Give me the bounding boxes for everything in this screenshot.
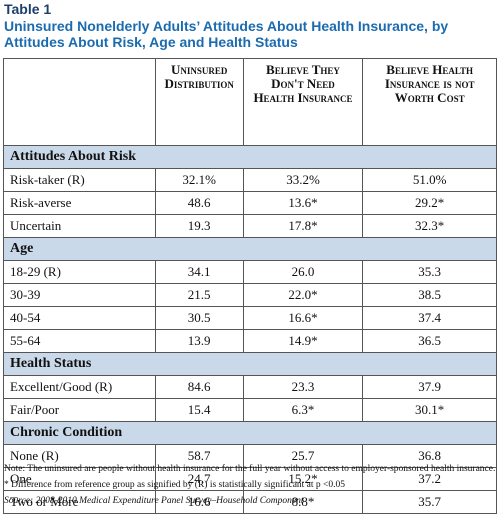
value-cell: 6.3* <box>242 398 364 422</box>
note: * Difference from reference group as sig… <box>4 480 346 490</box>
value-cell: 84.6 <box>154 375 244 399</box>
value-cell: 35.3 <box>362 260 497 284</box>
header-row: Uninsured Distribution Believe They Don't… <box>3 58 497 146</box>
value-cell: 19.3 <box>154 214 244 238</box>
section-title: Health Status <box>3 352 497 376</box>
value-cell: 15.2* <box>242 467 364 491</box>
value-cell: 37.9 <box>362 375 497 399</box>
data-row: 55-64 13.9 14.9* 36.5 <box>3 329 497 353</box>
value-cell: 34.1 <box>154 260 244 284</box>
row-label: Risk-averse <box>3 191 156 215</box>
data-row: 18-29 (R) 34.1 26.0 35.3 <box>3 260 497 284</box>
value-cell: 32.3* <box>362 214 497 238</box>
value-cell: 58.7 <box>154 444 244 468</box>
value-cell: 15.4 <box>154 398 244 422</box>
section-title: Attitudes About Risk <box>3 145 497 169</box>
value-cell: 30.1* <box>362 398 497 422</box>
row-label: Fair/Poor <box>3 398 156 422</box>
value-cell: 13.6* <box>242 191 364 215</box>
data-row: Risk-averse 48.6 13.6* 29.2* <box>3 191 497 215</box>
notes: Note: The uninsured are people without h… <box>4 461 498 509</box>
row-label: Excellent/Good (R) <box>3 375 156 399</box>
header-cell: Uninsured Distribution <box>154 58 244 146</box>
value-cell: 48.6 <box>154 191 244 215</box>
value-cell: 30.5 <box>154 306 244 330</box>
value-cell: 51.0% <box>362 168 497 192</box>
data-row: Risk-taker (R) 32.1% 33.2% 51.0% <box>3 168 497 192</box>
table-body: Attitudes About Risk Risk-taker (R) 32.1% 3… <box>3 145 497 514</box>
table-title: Uninsured Nonelderly Adults’ Attitudes A… <box>4 18 449 50</box>
row-label: None (R) <box>3 444 156 468</box>
data-row: One 24.7 15.2* 37.2 <box>3 467 497 491</box>
header-cell: Believe Health Insurance is not Worth Co… <box>362 58 497 146</box>
row-label: Risk-taker (R) <box>3 168 156 192</box>
data-row: Uncertain 19.3 17.8* 32.3* <box>3 214 497 238</box>
row-label: 30-39 <box>3 283 156 307</box>
section-row: Health Status <box>3 352 497 376</box>
value-cell: 36.8 <box>362 444 497 468</box>
header-cell: Believe They Don't Need Health Insurance <box>242 58 364 146</box>
note: Source: 2008-2010 Medical Expenditure Pa… <box>4 496 304 506</box>
value-cell: 32.1% <box>154 168 244 192</box>
value-cell: 13.9 <box>154 329 244 353</box>
data-row: Fair/Poor 15.4 6.3* 30.1* <box>3 398 497 422</box>
section-row: Attitudes About Risk <box>3 145 497 169</box>
data-row: 40-54 30.5 16.6* 37.4 <box>3 306 497 330</box>
value-cell: 33.2% <box>242 168 364 192</box>
value-cell: 14.9* <box>242 329 364 353</box>
row-label: 55-64 <box>3 329 156 353</box>
value-cell: 37.4 <box>362 306 497 330</box>
row-label: 18-29 (R) <box>3 260 156 284</box>
section-title: Chronic Condition <box>3 421 497 445</box>
table: Uninsured Distribution Believe They Don't… <box>3 58 497 514</box>
value-cell: 24.7 <box>154 467 244 491</box>
row-label: Uncertain <box>3 214 156 238</box>
value-cell: 22.0* <box>242 283 364 307</box>
value-cell: 23.3 <box>242 375 364 399</box>
row-label: 40-54 <box>3 306 156 330</box>
value-cell: 21.5 <box>154 283 244 307</box>
data-row: None (R) 58.7 25.7 36.8 <box>3 444 497 468</box>
header-cell <box>3 58 156 146</box>
value-cell: 38.5 <box>362 283 497 307</box>
value-cell: 26.0 <box>242 260 364 284</box>
section-title: Age <box>3 237 497 261</box>
value-cell: 29.2* <box>362 191 497 215</box>
section-row: Chronic Condition <box>3 421 497 445</box>
value-cell: 16.6* <box>242 306 364 330</box>
data-row: Excellent/Good (R) 84.6 23.3 37.9 <box>3 375 497 399</box>
section-row: Age <box>3 237 497 261</box>
value-cell: 37.2 <box>362 467 497 491</box>
value-cell: 17.8* <box>242 214 364 238</box>
table-number: Table 1 <box>4 1 52 17</box>
note: Note: The uninsured are people without h… <box>4 464 496 474</box>
data-row: 30-39 21.5 22.0* 38.5 <box>3 283 497 307</box>
value-cell: 36.5 <box>362 329 497 353</box>
